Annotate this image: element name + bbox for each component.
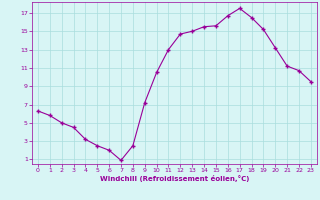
- X-axis label: Windchill (Refroidissement éolien,°C): Windchill (Refroidissement éolien,°C): [100, 175, 249, 182]
